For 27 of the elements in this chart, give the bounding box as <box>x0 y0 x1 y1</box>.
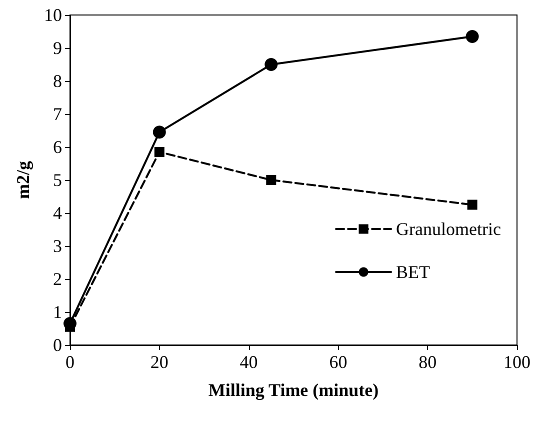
y-tick-label: 0 <box>53 335 62 355</box>
y-tick-label: 3 <box>53 236 62 256</box>
point <box>466 30 479 43</box>
y-tick-label: 1 <box>53 302 62 322</box>
y-tick-label: 5 <box>53 170 62 190</box>
x-tick-label: 40 <box>240 352 258 372</box>
x-tick-label: 60 <box>329 352 348 372</box>
point <box>154 146 164 157</box>
point <box>264 58 278 71</box>
x-axis-title: Milling Time (minute) <box>208 380 379 400</box>
legend-label: BET <box>396 262 430 282</box>
point <box>467 200 478 210</box>
x-tick-label: 0 <box>66 352 74 372</box>
y-tick-label: 8 <box>53 71 62 91</box>
y-tick-label: 2 <box>53 269 62 289</box>
y-tick-label: 6 <box>53 137 62 157</box>
x-tick-label: 20 <box>150 352 168 372</box>
y-tick-label: 9 <box>53 38 62 58</box>
y-tick-label: 7 <box>53 104 62 124</box>
x-tick-label: 100 <box>504 352 530 372</box>
y-tick-label: 10 <box>44 5 62 25</box>
point <box>152 126 166 139</box>
point <box>266 175 276 185</box>
y-axis-title: m2/g <box>13 161 33 199</box>
y-tick-label: 4 <box>53 203 62 223</box>
legend-label: Granulometric <box>396 219 502 239</box>
x-tick-label: 80 <box>418 352 437 372</box>
